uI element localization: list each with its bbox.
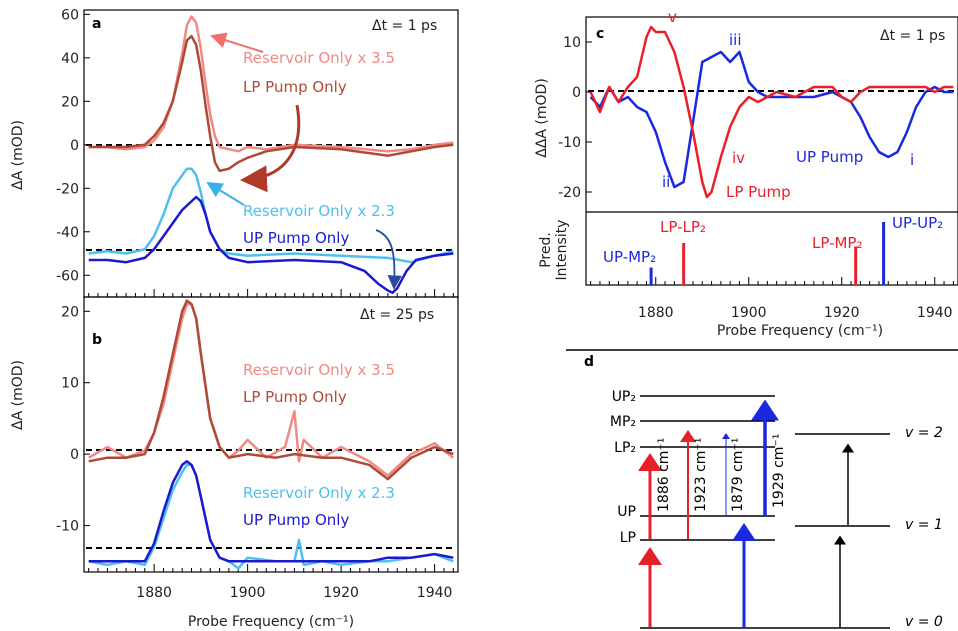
xtick-label: 1920 [323,585,359,601]
panel-c-ylabel2-line2: Intensity [554,220,570,281]
xtick-label: 1880 [136,585,172,601]
xtick-label: 1900 [731,305,767,321]
panel-d-label-lp: LP [620,530,636,546]
ytick-label: 10 [61,376,79,392]
panel-a-ann-lp: LP Pump Only [243,78,347,96]
panel-b-ylabel: ΔA (mOD) [10,360,26,430]
panel-d-trans-1879: 1879 cm⁻¹ [730,438,746,512]
xtick-label: 1940 [417,585,453,601]
panel-a-arrow-res-up [206,181,245,206]
panel-d-label-v0: v = 0 [905,614,943,630]
panel-c-ylabel2-line1: Pred. [538,232,554,268]
panel-c-frame [585,16,958,286]
panel-c-roman-ii: ii [662,173,670,191]
panel-a-arrow-lp [240,104,301,193]
panel-b-ann-lp: LP Pump Only [243,388,347,406]
ytick-label: -20 [56,181,79,197]
panel-d-label-up: UP [617,504,636,520]
panel-c-ylabel: ΔΔA (mOD) [534,78,550,158]
panel-a-time: Δt = 1 ps [372,18,437,34]
panel-c-stick-label-up-up2: UP-UP₂ [892,214,943,232]
panel-a-arrow-up [375,229,402,290]
panel-c-roman-iv: iv [732,149,745,167]
panel-c-letter: c [596,26,604,42]
series-line-3 [88,167,454,264]
xtick-label: 1940 [917,305,953,321]
ytick-label: -60 [56,268,79,284]
panel-c-sticks [649,222,886,285]
panel-c-stick-label-up-mp2: UP-MP₂ [603,248,656,266]
panel-a-ann-res-lp: Reservoir Only x 3.5 [243,49,395,67]
series-line-2 [88,34,454,173]
series-line-1 [88,15,454,153]
ytick-label: 20 [61,94,79,110]
panel-d: d UP₂ MP₂ LP₂ UP LP v = 2 v = 1 v = 0 18… [566,349,958,630]
panel-c-xticks: 1880 1900 1920 1940 [590,277,954,321]
panel-c-ann-lp: LP Pump [726,183,791,201]
panel-d-label-up2: UP₂ [612,389,636,405]
xtick-label: 1900 [230,585,266,601]
ytick-label: 10 [563,35,581,51]
panel-a-ann-up: UP Pump Only [243,229,349,247]
panel-a-letter: a [92,16,101,32]
panel-d-trans-1923: 1923 cm⁻¹ [693,438,709,512]
panel-c-roman-v: v [668,8,677,26]
panel-b-ann-res-lp: Reservoir Only x 3.5 [243,361,395,379]
panel-d-trans-1886: 1886 cm⁻¹ [656,438,672,512]
panel-d-label-v2: v = 2 [905,425,943,441]
ytick-label: -40 [56,225,79,241]
panel-d-label-v1: v = 1 [905,517,943,533]
panel-d-label-mp2: MP₂ [610,414,636,430]
panel-c-series [589,25,954,199]
series-line-2 [88,299,454,481]
ytick-label: -20 [558,185,581,201]
panel-c: c Δt = 1 ps ΔΔA (mOD) Pred. Intensity 10… [534,8,958,339]
panel-c-yticks: 10 0 -10 -20 [558,35,592,201]
panel-b-ann-res-up: Reservoir Only x 2.3 [243,484,395,502]
panel-b-ann-up: UP Pump Only [243,511,349,529]
ytick-label: 0 [70,447,79,463]
panel-a-ylabel: ΔA (mOD) [10,120,26,190]
series-line-2 [589,25,954,199]
panel-b-yticks: 20 10 0 -10 [56,304,90,535]
ytick-label: 0 [70,138,79,154]
panel-a-arrow-res-lp [210,32,264,53]
panel-c-xlabel: Probe Frequency (cm⁻¹) [717,323,883,339]
panel-a: a Δt = 1 ps ΔA (mOD) 60 40 20 0 -20 -40 -60 Re… [10,7,459,298]
panel-c-roman-iii: iii [729,31,742,49]
ytick-label: 0 [572,85,581,101]
panel-c-time: Δt = 1 ps [880,28,945,44]
xtick-label: 1880 [638,305,674,321]
ytick-label: 40 [61,51,79,67]
panel-b-series [88,299,455,570]
panel-d-label-lp2: LP₂ [614,440,636,456]
panel-b-letter: b [92,332,102,348]
panel-b-frame [83,296,459,573]
panel-d-letter: d [584,354,594,370]
panel-c-stick-label-lp-lp2: LP-LP₂ [660,218,706,236]
series-line-4 [88,460,454,563]
panel-b-time: Δt = 25 ps [360,307,434,323]
xtick-label: 1920 [824,305,860,321]
series-line-1 [589,50,954,189]
ytick-label: 60 [61,7,79,23]
ytick-label: -10 [558,135,581,151]
ytick-label: -10 [56,519,79,535]
panel-c-roman-i: i [910,151,914,169]
panel-c-ann-up: UP Pump [796,148,863,166]
panel-a-ann-res-up: Reservoir Only x 2.3 [243,202,395,220]
panel-b-xticks: 1880 1900 1920 1940 [88,289,454,601]
panel-a-yticks: 60 40 20 0 -20 -40 -60 [56,7,90,284]
panel-b-xlabel: Probe Frequency (cm⁻¹) [188,614,354,630]
panel-c-stick-label-lp-mp2: LP-MP₂ [812,234,863,252]
ytick-label: 20 [61,304,79,320]
panel-d-trans-1929: 1929 cm⁻¹ [771,434,787,508]
